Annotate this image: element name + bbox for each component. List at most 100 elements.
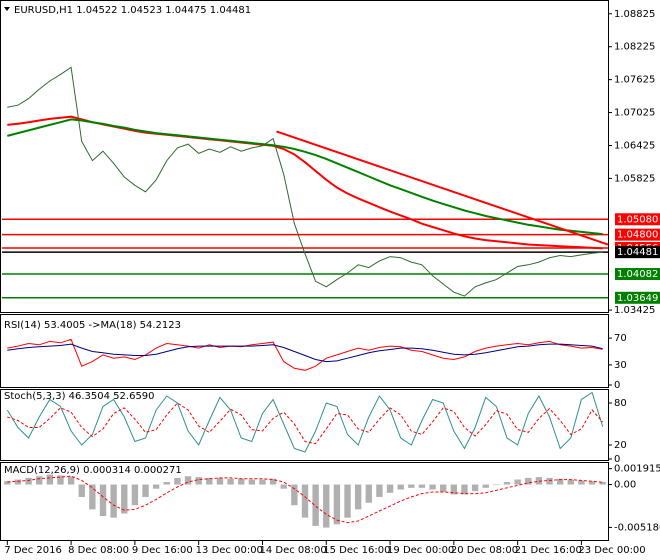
histogram-bar bbox=[397, 484, 404, 490]
histogram-bar bbox=[376, 484, 383, 497]
histogram-bar bbox=[67, 476, 75, 485]
x-tick-label: 9 Dec 16:00 bbox=[132, 545, 193, 556]
histogram-bar bbox=[195, 477, 202, 485]
level-label-bg bbox=[615, 291, 660, 304]
histogram-bar bbox=[184, 476, 192, 485]
histogram-bar bbox=[546, 477, 553, 485]
level-label-bg bbox=[615, 228, 660, 241]
y-tick-label: 30 bbox=[614, 360, 627, 371]
y-tick-label: 70 bbox=[614, 333, 627, 344]
x-tick-label: 8 Dec 08:00 bbox=[68, 545, 129, 556]
series-line bbox=[7, 118, 603, 236]
histogram-bar bbox=[206, 477, 213, 485]
histogram-bar bbox=[461, 484, 468, 495]
histogram-bar bbox=[588, 481, 596, 485]
histogram-bar bbox=[418, 484, 426, 488]
y-tick-label: 0 bbox=[614, 380, 620, 391]
histogram-bar bbox=[599, 481, 606, 485]
x-tick-label: 19 Dec 00:00 bbox=[387, 545, 454, 556]
histogram-bar bbox=[238, 478, 245, 485]
panel-title: Stoch(5,3,3) 46.3504 52.6590 bbox=[4, 391, 155, 402]
price-panel bbox=[0, 0, 609, 313]
histogram-bar bbox=[567, 479, 574, 485]
x-tick-label: 23 Dec 00:00 bbox=[578, 545, 645, 556]
trendline bbox=[276, 130, 609, 246]
series-line bbox=[7, 66, 603, 297]
histogram-bar bbox=[174, 477, 181, 485]
histogram-bar bbox=[259, 479, 266, 485]
histogram-bar bbox=[99, 484, 107, 516]
level-label: 1.04082 bbox=[617, 269, 658, 280]
series-line bbox=[7, 338, 603, 371]
y-tick-label: 1.05825 bbox=[614, 173, 655, 184]
histogram-bar bbox=[227, 478, 234, 485]
series-line bbox=[7, 402, 604, 445]
histogram-bar bbox=[78, 484, 85, 497]
histogram-bar bbox=[121, 484, 128, 514]
menu-arrow bbox=[4, 7, 10, 11]
histogram-bar bbox=[386, 484, 394, 493]
y-tick-label: 1.07025 bbox=[614, 108, 655, 119]
histogram-bar bbox=[14, 479, 22, 485]
histogram-bar bbox=[482, 484, 489, 488]
y-tick-label: 1.08825 bbox=[614, 9, 655, 20]
histogram-bar bbox=[301, 484, 309, 518]
histogram-bar bbox=[503, 482, 511, 485]
x-tick-label: 7 Dec 2016 bbox=[4, 545, 62, 556]
y-tick-label: 0.00 bbox=[614, 480, 636, 491]
histogram-bar bbox=[493, 484, 500, 486]
histogram-bar bbox=[57, 475, 64, 485]
histogram-bar bbox=[408, 484, 415, 488]
x-tick-label: 15 Dec 16:00 bbox=[323, 545, 390, 556]
histogram-bar bbox=[471, 484, 479, 492]
panel-title: MACD(12,26,9) 0.000314 0.000271 bbox=[4, 465, 182, 476]
series-line bbox=[7, 475, 603, 524]
y-tick-label: 0.001915 bbox=[614, 464, 660, 475]
histogram-bar bbox=[344, 484, 351, 518]
histogram-bar bbox=[365, 484, 372, 503]
histogram-bar bbox=[131, 484, 139, 506]
histogram-bar bbox=[535, 477, 543, 485]
series-line bbox=[6, 391, 604, 453]
y-tick-label: 80 bbox=[614, 398, 627, 409]
histogram-bar bbox=[354, 484, 362, 510]
y-tick-label: 1.08225 bbox=[614, 42, 655, 53]
histogram-bar bbox=[333, 484, 341, 525]
macd-panel bbox=[0, 462, 609, 541]
level-label: 1.04800 bbox=[617, 230, 658, 241]
histogram-bar bbox=[25, 477, 32, 485]
y-tick-label: 1.07625 bbox=[614, 75, 655, 86]
chart-title: EURUSD,H1 1.04522 1.04523 1.04475 1.0448… bbox=[14, 5, 251, 16]
series-line bbox=[7, 343, 603, 363]
level-label: 1.05080 bbox=[617, 214, 658, 225]
level-label: 1.04481 bbox=[617, 247, 658, 258]
x-tick-label: 14 Dec 08:00 bbox=[259, 545, 326, 556]
histogram-bar bbox=[142, 484, 149, 497]
level-label-bg bbox=[615, 246, 660, 259]
histogram-bar bbox=[578, 480, 585, 485]
panel-title: RSI(14) 53.4005 ->MA(18) 54.2123 bbox=[4, 320, 181, 331]
histogram-bar bbox=[429, 484, 436, 490]
level-label: 1.03649 bbox=[617, 293, 658, 304]
level-label-bg bbox=[615, 213, 660, 226]
histogram-bar bbox=[440, 484, 447, 492]
histogram-bar bbox=[514, 479, 521, 485]
histogram-bar bbox=[269, 478, 277, 485]
histogram-bar bbox=[248, 479, 256, 485]
x-tick-label: 20 Dec 08:00 bbox=[451, 545, 518, 556]
histogram-bar bbox=[525, 477, 532, 485]
level-label-bg bbox=[615, 268, 660, 281]
y-tick-label: 0 bbox=[614, 454, 620, 465]
y-tick-label: 1.06425 bbox=[614, 140, 655, 151]
stoch-panel bbox=[0, 389, 609, 461]
histogram-bar bbox=[4, 481, 11, 485]
histogram-bar bbox=[216, 477, 224, 485]
y-tick-label: 1.03425 bbox=[614, 305, 655, 316]
histogram-bar bbox=[556, 478, 564, 485]
histogram-bar bbox=[46, 474, 54, 485]
histogram-bar bbox=[312, 484, 319, 526]
histogram-bar bbox=[163, 482, 170, 485]
